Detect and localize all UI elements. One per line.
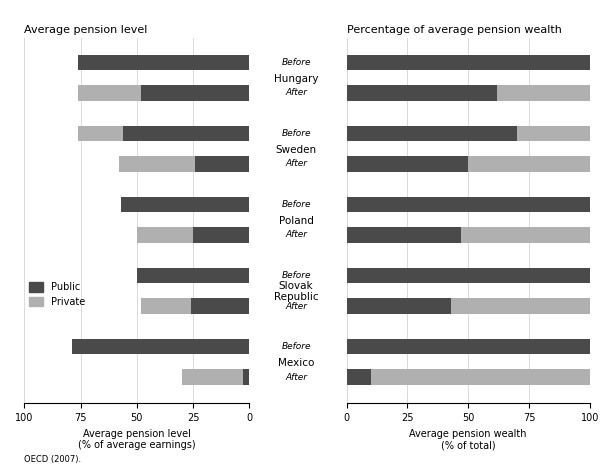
Text: After: After [285, 372, 307, 382]
Text: OECD (2007).: OECD (2007). [24, 455, 81, 464]
Bar [347, 268, 590, 283]
Bar [371, 369, 590, 385]
Text: Poland: Poland [278, 216, 314, 226]
Bar [243, 369, 249, 385]
Bar [347, 85, 497, 101]
Bar [497, 85, 590, 101]
Bar [347, 298, 451, 314]
Bar [123, 126, 249, 141]
Text: Average pension level: Average pension level [24, 25, 148, 35]
Bar [78, 54, 249, 70]
Bar [141, 298, 191, 314]
Bar [119, 156, 195, 172]
Bar [137, 268, 249, 283]
Legend: Public, Private: Public, Private [29, 282, 85, 307]
Text: Percentage of average pension wealth: Percentage of average pension wealth [347, 25, 561, 35]
Bar [193, 227, 249, 243]
Bar [182, 369, 243, 385]
Bar [72, 339, 249, 354]
Bar [137, 227, 193, 243]
Bar [468, 156, 590, 172]
Bar [347, 126, 517, 141]
Text: Sweden: Sweden [275, 145, 317, 155]
Bar [461, 227, 590, 243]
Text: Slovak
Republic: Slovak Republic [274, 281, 319, 302]
Bar [347, 339, 590, 354]
Bar [191, 298, 249, 314]
Bar [78, 85, 141, 101]
Bar [347, 156, 468, 172]
Bar [347, 227, 461, 243]
Text: Before: Before [282, 200, 311, 209]
Text: Mexico: Mexico [278, 358, 314, 368]
Text: After: After [285, 302, 307, 310]
X-axis label: Average pension level
(% of average earnings): Average pension level (% of average earn… [78, 429, 196, 450]
Bar [347, 369, 371, 385]
Text: After: After [285, 89, 307, 98]
Bar [121, 197, 249, 212]
Text: After: After [285, 159, 307, 168]
Text: After: After [285, 230, 307, 240]
Text: Hungary: Hungary [274, 74, 319, 84]
Bar [347, 197, 590, 212]
Bar [78, 126, 123, 141]
Bar [141, 85, 249, 101]
Text: Before: Before [282, 271, 311, 280]
Bar [517, 126, 590, 141]
Bar [347, 54, 590, 70]
Bar [451, 298, 590, 314]
Text: Before: Before [282, 129, 311, 138]
X-axis label: Average pension wealth
(% of total): Average pension wealth (% of total) [409, 429, 527, 450]
Bar [195, 156, 249, 172]
Text: Before: Before [282, 342, 311, 351]
Text: Before: Before [282, 58, 311, 67]
